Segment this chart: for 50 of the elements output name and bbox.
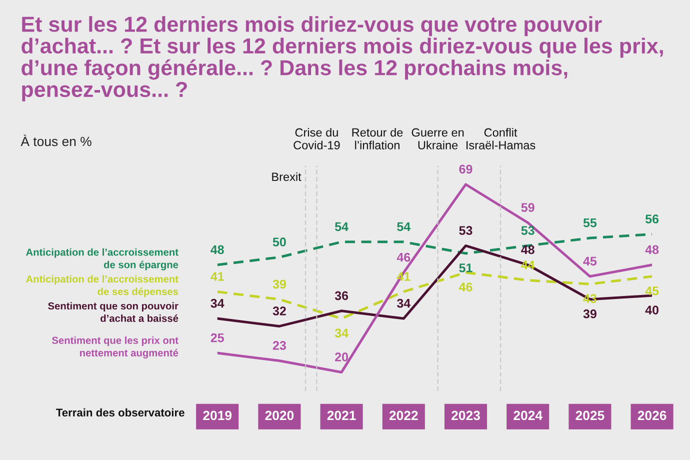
data-label: 45: [583, 256, 597, 266]
x-tick-label: 2019: [203, 410, 232, 420]
data-label: 39: [272, 280, 286, 289]
x-tick-label: 2023: [452, 410, 480, 420]
data-label: 46: [458, 282, 472, 292]
x-tick-label: 2021: [327, 410, 356, 420]
data-label: 20: [335, 352, 348, 362]
x-tick-label: 2024: [514, 410, 542, 420]
ref-line-label: Guerre en Ukraine: [412, 128, 464, 150]
data-label: 23: [272, 341, 286, 350]
data-label: 59: [521, 203, 534, 212]
ref-line-label: Conflit Israël-Hamas: [466, 128, 536, 150]
data-label: 36: [334, 291, 348, 300]
data-label: 51: [459, 264, 472, 272]
data-label: 48: [521, 245, 534, 254]
data-label: 39: [583, 309, 596, 318]
data-label: 54: [397, 222, 411, 232]
text: Retour de l’inflation: [352, 128, 403, 150]
data-label: 40: [645, 306, 658, 314]
text: Sentiment que son pouvoir d’achat a baissé: [48, 302, 178, 322]
data-label: 48: [210, 245, 224, 254]
data-label: 41: [210, 272, 224, 281]
data-label: 34: [210, 298, 224, 308]
data-label: 32: [272, 306, 286, 316]
data-label: 34: [334, 328, 348, 338]
data-label: 54: [334, 222, 348, 232]
ref-line-label: Brexit: [272, 172, 302, 182]
x-tick-label: 2025: [576, 410, 604, 420]
data-label: 53: [521, 226, 534, 235]
data-label: 43: [583, 294, 596, 303]
text: Anticipation de l’accroissement de ses dépenses: [26, 275, 178, 298]
data-label: 56: [645, 214, 659, 224]
data-label: 55: [583, 218, 597, 228]
data-label: 45: [645, 286, 659, 296]
text: À tous en %: [20, 134, 92, 146]
chart-title: Et sur les 12 derniers mois diriez-vous que votre pouvoir d’achat... ? Et sur les 12 derniers mois diriez-vous que les prix, d’une façon générale... ? Dans les 12 prochains mois, pensez-vous... ?: [22, 16, 663, 102]
ref-line-label: Crise du Covid-19: [294, 128, 340, 150]
text: Sentiment que les prix ont nettement augmenté: [52, 336, 178, 358]
x-tick-label: 2022: [389, 410, 418, 420]
data-label: 69: [459, 164, 472, 174]
x-tick-label: 2026: [638, 410, 666, 420]
data-label: 46: [396, 252, 410, 262]
x-tick-label: 2020: [265, 410, 294, 420]
data-label: 50: [272, 238, 286, 246]
data-label: 53: [459, 226, 472, 235]
data-label: 48: [645, 245, 659, 254]
data-label: 25: [210, 333, 224, 342]
data-label: 34: [396, 298, 411, 308]
text: Anticipation de l’accroissement de son épargne: [26, 248, 178, 270]
x-axis-title: Terrain des observatoire: [56, 408, 184, 417]
